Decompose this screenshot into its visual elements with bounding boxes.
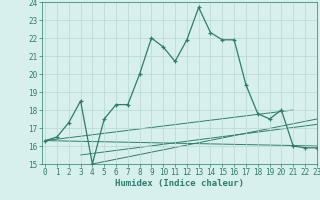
X-axis label: Humidex (Indice chaleur): Humidex (Indice chaleur) [115, 179, 244, 188]
